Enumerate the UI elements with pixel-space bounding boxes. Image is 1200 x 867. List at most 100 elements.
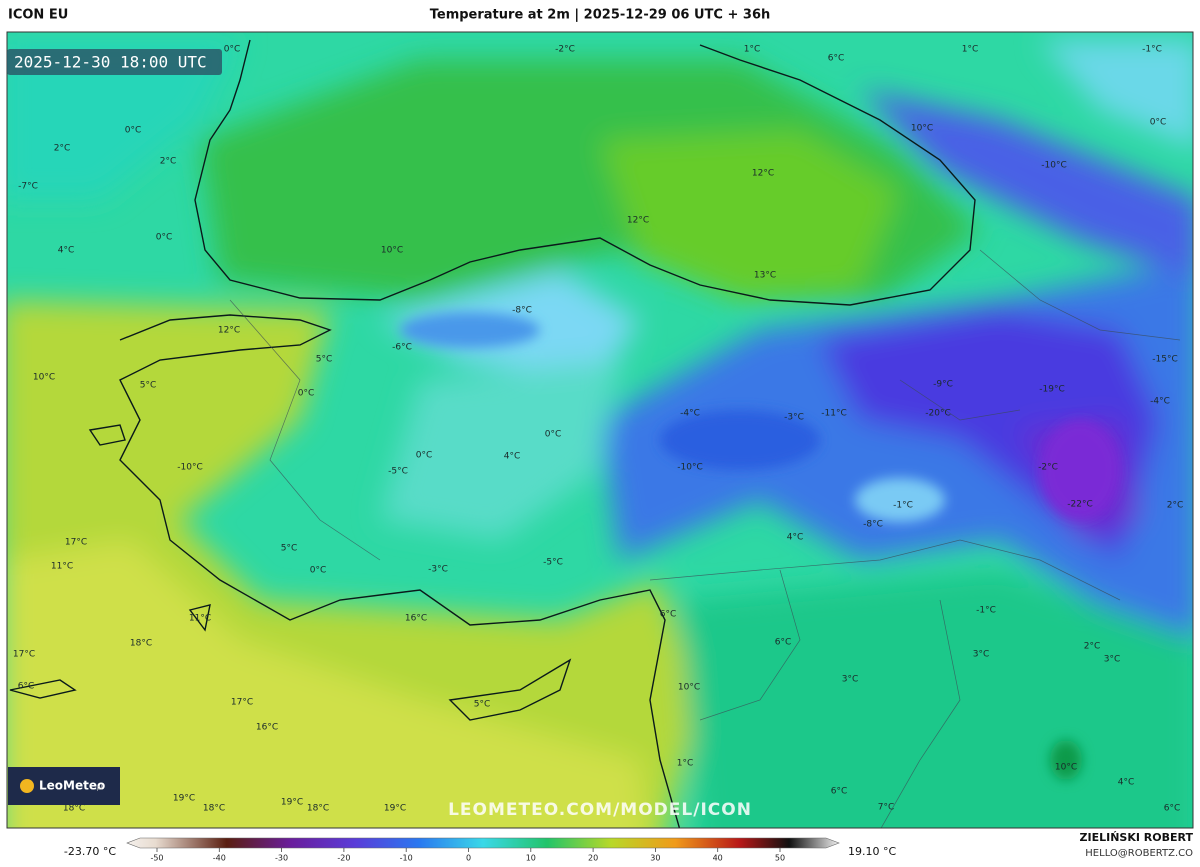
- temperature-label: 5°C: [474, 700, 491, 710]
- temperature-label: 16°C: [256, 723, 278, 733]
- logo-suffix: .pl: [95, 785, 103, 792]
- colorbar-tick-label: -10: [400, 854, 413, 863]
- temperature-label: 2°C: [160, 157, 177, 167]
- temperature-label: 16°C: [405, 614, 427, 624]
- temperature-label: 2°C: [1084, 642, 1101, 652]
- temperature-label: 1°C: [962, 45, 979, 55]
- temperature-label: -3°C: [784, 413, 804, 423]
- temperature-label: -7°C: [18, 182, 38, 192]
- contact: HELLO@ROBERTZ.CO: [1085, 848, 1193, 859]
- time-badge: [7, 49, 222, 75]
- coastlines: [9, 39, 976, 828]
- temperature-label: 11°C: [189, 614, 211, 624]
- temperature-label: -19°C: [1039, 385, 1064, 395]
- colorbar-max: 19.10 °C: [848, 845, 896, 858]
- temperature-label: 6°C: [831, 787, 848, 797]
- temperature-label: -11°C: [821, 409, 846, 419]
- temperature-detail: [400, 312, 1120, 780]
- temperature-label: 7°C: [878, 803, 895, 813]
- temperature-label: -8°C: [512, 306, 532, 316]
- temperature-label: -9°C: [933, 380, 953, 390]
- colorbar: [126, 837, 840, 849]
- temperature-label: 12°C: [627, 216, 649, 226]
- temperature-label: 2°C: [54, 144, 71, 154]
- logo-sun: [20, 779, 34, 793]
- map-frame: [6, 31, 1194, 829]
- temperature-label: -2°C: [555, 45, 575, 55]
- temperature-label: 6°C: [828, 54, 845, 64]
- colorbar-ticks: -50 -40 -30 -20 -10 0 10 20 30 40 50: [150, 848, 785, 863]
- temperature-label: 19°C: [384, 804, 406, 814]
- temperature-label: 18°C: [307, 804, 329, 814]
- logo-text: LeoMeteo: [39, 779, 105, 793]
- temperature-label: 12°C: [752, 169, 774, 179]
- valid-time: 2025-12-30 18:00 UTC: [14, 53, 207, 72]
- temperature-label: 4°C: [787, 533, 804, 543]
- temperature-label: -3°C: [428, 565, 448, 575]
- temperature-label: 6°C: [660, 610, 677, 620]
- temperature-label: 1°C: [677, 759, 694, 769]
- temperature-label: -1°C: [1142, 45, 1162, 55]
- temperature-label: 1°C: [744, 45, 761, 55]
- temperature-label: 19°C: [173, 794, 195, 804]
- temperature-label: 3°C: [842, 675, 859, 685]
- temperature-label: -6°C: [392, 343, 412, 353]
- colorbar-tick-label: 20: [588, 854, 598, 863]
- temperature-label: 17°C: [13, 650, 35, 660]
- temperature-label: -20°C: [925, 409, 950, 419]
- temperature-label: 0°C: [310, 566, 327, 576]
- watermark: LEOMETEO.COM/MODEL/ICON: [448, 800, 752, 820]
- temperature-label: -4°C: [1150, 397, 1170, 407]
- colorbar-tick-label: 40: [713, 854, 723, 863]
- temperature-label: 0°C: [125, 126, 142, 136]
- colorbar-tick-label: 30: [650, 854, 660, 863]
- temperature-label: -4°C: [680, 409, 700, 419]
- temperature-label: 18°C: [203, 804, 225, 814]
- temperature-label: 18°C: [63, 804, 85, 814]
- temperature-label: 5°C: [140, 381, 157, 391]
- temperature-label: 0°C: [224, 45, 241, 55]
- temperature-label: 10°C: [911, 124, 933, 134]
- temperature-label: -1°C: [976, 606, 996, 616]
- temperature-label: 17°C: [65, 538, 87, 548]
- temperature-label: 11°C: [51, 562, 73, 572]
- temperature-label: -8°C: [863, 520, 883, 530]
- temperature-label: 19°C: [281, 798, 303, 808]
- temperature-label: 18°C: [130, 639, 152, 649]
- temperature-label: -1°C: [893, 501, 913, 511]
- temperature-label: -2°C: [1038, 463, 1058, 473]
- temperature-label: 17°C: [231, 698, 253, 708]
- temperature-label: 5°C: [281, 544, 298, 554]
- colorbar-tick-label: -20: [337, 854, 350, 863]
- temperature-label: -22°C: [1067, 500, 1092, 510]
- temperature-label: 10°C: [678, 683, 700, 693]
- model-name: ICON EU: [8, 8, 68, 23]
- temperature-label: 12°C: [218, 326, 240, 336]
- temperature-label: 0°C: [545, 430, 562, 440]
- borders: [229, 249, 1181, 828]
- temperature-label: 6°C: [18, 682, 35, 692]
- temperature-label: 13°C: [754, 271, 776, 281]
- map-labels: 0°C -2°C 1°C 6°C 1°C -1°C 0°C 10°C 0°C 2°C 2°C -10°…: [13, 45, 1183, 814]
- temperature-label: 0°C: [416, 451, 433, 461]
- temperature-label: -15°C: [1152, 355, 1177, 365]
- map-title: Temperature at 2m | 2025-12-29 06 UTC + …: [430, 8, 771, 23]
- colorbar-tick-label: -30: [275, 854, 288, 863]
- temperature-label: 4°C: [504, 452, 521, 462]
- colorbar-tick-label: 10: [526, 854, 536, 863]
- temperature-label: 0°C: [298, 389, 315, 399]
- colorbar-tick-label: -50: [150, 854, 163, 863]
- colorbar-min: -23.70 °C: [64, 845, 116, 858]
- temperature-label: 10°C: [381, 246, 403, 256]
- temperature-label: -5°C: [388, 467, 408, 477]
- map: 0°C -2°C 1°C 6°C 1°C -1°C 0°C 10°C 0°C 2°C 2°C -10°…: [7, 32, 1193, 828]
- temperature-label: 10°C: [1055, 763, 1077, 773]
- temperature-label: -10°C: [177, 463, 202, 473]
- temperature-label: 2°C: [1167, 501, 1184, 511]
- temperature-label: 3°C: [973, 650, 990, 660]
- temperature-label: 6°C: [775, 638, 792, 648]
- temperature-label: -10°C: [1041, 161, 1066, 171]
- temperature-label: 4°C: [1118, 778, 1135, 788]
